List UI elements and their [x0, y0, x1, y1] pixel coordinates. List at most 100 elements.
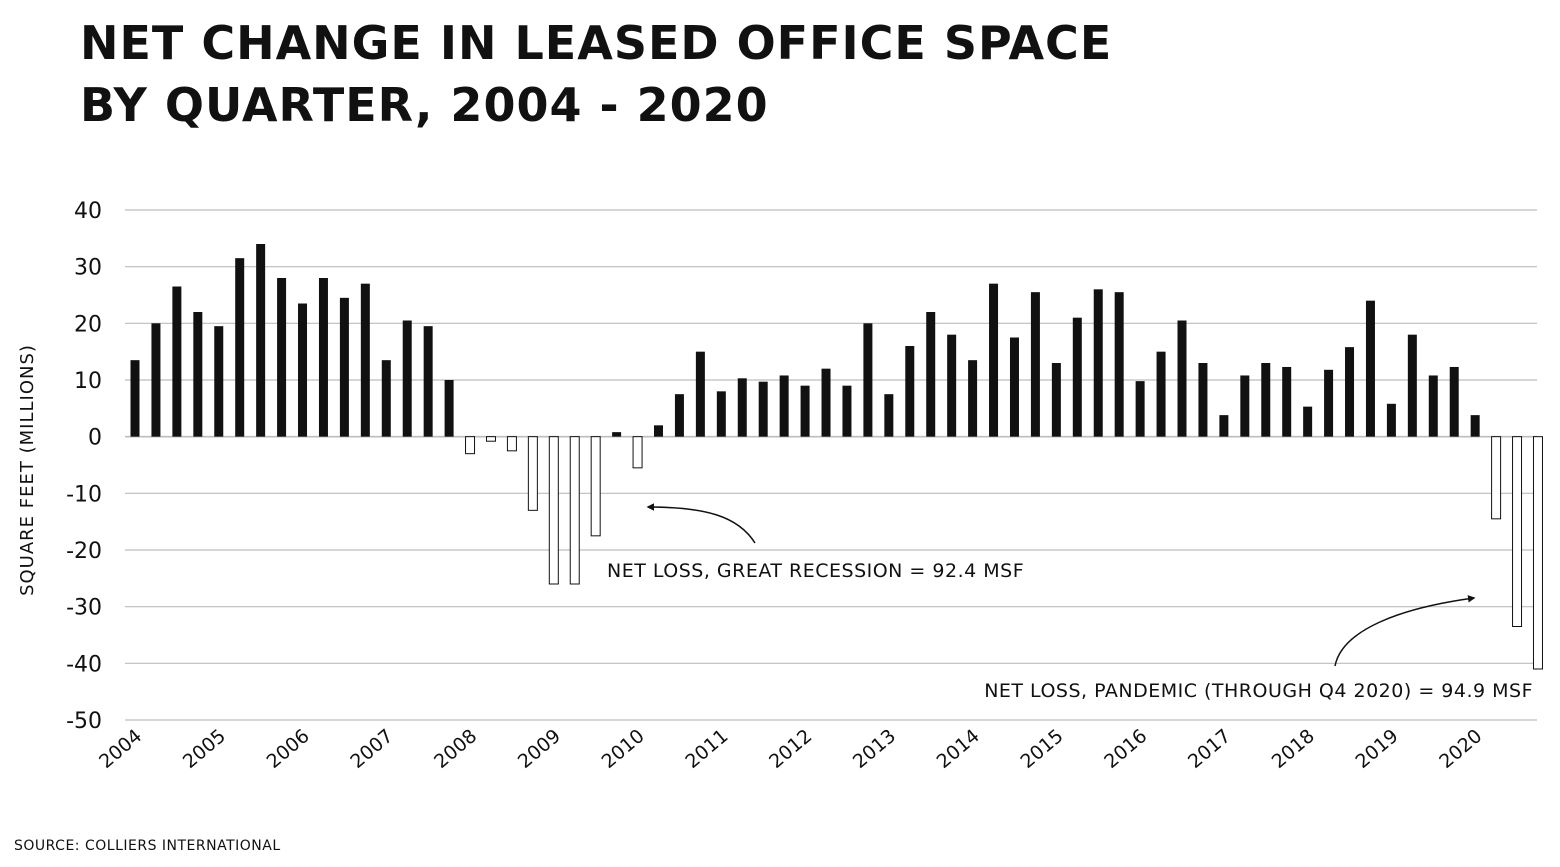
bar	[1051, 363, 1061, 437]
bar	[444, 380, 454, 437]
bar	[674, 394, 684, 437]
bar	[654, 425, 663, 437]
bar	[716, 391, 726, 437]
pandemic-annotation-arrow	[1334, 595, 1476, 667]
x-tick-label: 2008	[430, 725, 481, 773]
x-tick-label: 2020	[1435, 725, 1486, 773]
bar	[360, 283, 370, 437]
bar	[800, 385, 810, 437]
bar	[1156, 351, 1166, 437]
bar	[1428, 375, 1438, 437]
bar	[1030, 292, 1040, 437]
bar	[1345, 347, 1355, 437]
bar	[1386, 403, 1396, 437]
bar	[758, 381, 768, 437]
bar	[527, 436, 538, 511]
bar-series	[130, 244, 1543, 670]
bar	[298, 303, 308, 437]
x-tick-label: 2007	[346, 725, 397, 773]
bar	[402, 320, 412, 437]
bar	[485, 436, 496, 442]
chart-title-line-2: by Quarter, 2004 - 2020	[80, 78, 769, 132]
bar	[1365, 300, 1375, 437]
chart-title: Net Change in Leased Office Space by Qua…	[80, 12, 1112, 136]
x-tick-label: 2004	[95, 725, 146, 773]
bar	[1240, 375, 1250, 437]
bar	[569, 436, 580, 585]
bar	[842, 385, 852, 437]
bar	[256, 244, 266, 437]
y-axis-title: SQUARE FEET (MILLIONS)	[17, 344, 38, 596]
x-tick-label: 2012	[765, 725, 816, 773]
x-tick-label: 2016	[1100, 725, 1151, 773]
bar	[172, 286, 182, 437]
y-tick-label: 30	[74, 256, 102, 281]
bar	[968, 360, 978, 437]
bar	[989, 283, 999, 437]
y-tick-label: -30	[66, 596, 102, 621]
y-tick-label: 40	[74, 199, 102, 224]
recession-annotation-text: NET LOSS, GREAT RECESSION = 92.4 MSF	[607, 560, 1024, 582]
y-tick-label: 10	[74, 369, 102, 394]
x-tick-label: 2006	[263, 725, 314, 773]
x-axis-year-labels: 2004 2005 2006 2007 2008 2009 2010 2011 2012 2013…	[95, 725, 1486, 773]
bar	[821, 368, 831, 437]
bar	[1532, 436, 1543, 670]
bar	[214, 326, 224, 437]
y-tick-label: -40	[66, 652, 102, 677]
bar	[277, 278, 287, 437]
bar	[193, 312, 203, 437]
bar	[1491, 436, 1502, 520]
bar	[1324, 369, 1334, 437]
bar	[590, 436, 601, 537]
bar	[947, 334, 957, 437]
y-axis-tick-labels: 40 30 20 10 0 -10 -20 -30 -40 -50	[66, 199, 102, 734]
x-tick-label: 2005	[179, 725, 230, 773]
bar	[905, 346, 915, 437]
bar	[1261, 363, 1271, 437]
x-tick-label: 2017	[1184, 725, 1235, 773]
bar	[737, 378, 747, 437]
bar	[130, 360, 140, 437]
bar	[423, 326, 433, 437]
y-tick-label: -50	[66, 709, 102, 734]
bar	[506, 436, 517, 452]
bar	[235, 258, 245, 437]
bar	[1198, 363, 1208, 437]
x-tick-label: 2018	[1268, 725, 1319, 773]
bar	[465, 436, 476, 455]
bar	[863, 323, 873, 437]
bar	[1114, 292, 1124, 437]
bar	[695, 351, 705, 437]
pandemic-annotation-text: NET LOSS, PANDEMIC (THROUGH Q4 2020) = 9…	[984, 680, 1533, 702]
bar	[612, 432, 622, 437]
bar	[926, 312, 936, 437]
bar	[339, 297, 349, 437]
bar	[548, 436, 559, 585]
bar	[632, 436, 643, 469]
bar	[151, 323, 161, 437]
bar	[1407, 334, 1417, 437]
x-tick-label: 2009	[514, 725, 565, 773]
bar	[1219, 415, 1229, 437]
bar	[1303, 406, 1313, 437]
y-tick-label: -10	[66, 482, 102, 507]
chart-title-line-1: Net Change in Leased Office Space	[80, 16, 1113, 70]
bar	[1449, 366, 1459, 437]
gridlines	[125, 209, 1537, 721]
x-tick-label: 2014	[933, 725, 984, 773]
bar	[1470, 415, 1480, 437]
annotations: NET LOSS, GREAT RECESSION = 92.4 MSF NET…	[607, 503, 1533, 702]
bar	[1282, 366, 1292, 437]
x-tick-label: 2010	[598, 725, 649, 773]
bar	[884, 394, 894, 437]
bar	[1177, 320, 1187, 437]
bar	[1093, 289, 1103, 437]
chart-source: Source: Colliers International	[14, 838, 281, 854]
y-tick-label: 20	[74, 312, 102, 337]
y-tick-label: 0	[88, 426, 102, 451]
bar	[1072, 317, 1082, 437]
bar	[1135, 381, 1145, 437]
bar	[779, 375, 789, 437]
